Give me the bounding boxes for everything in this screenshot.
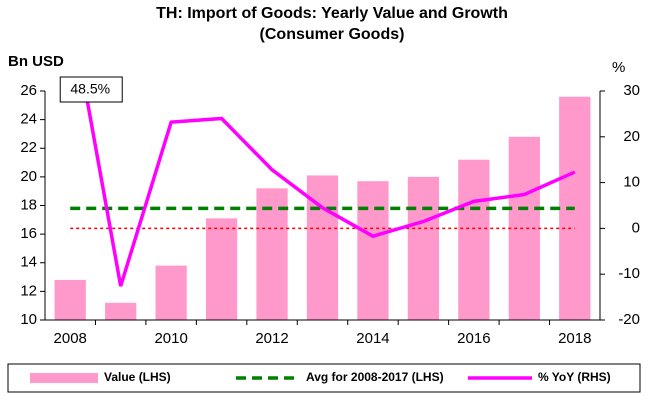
x-tick-label: 2012	[255, 330, 288, 347]
bar	[54, 279, 86, 320]
legend-label: Avg for 2008-2017 (LHS)	[306, 370, 444, 384]
chart-title: TH: Import of Goods: Yearly Value and Gr…	[156, 5, 508, 22]
x-tick-label: 2008	[54, 330, 87, 347]
bar	[407, 176, 440, 320]
y2-tick-label: 30	[623, 82, 640, 99]
y2-axis-label: %	[612, 59, 625, 76]
legend-swatch	[30, 373, 98, 383]
y-axis-label: Bn USD	[8, 53, 64, 70]
chart-subtitle: (Consumer Goods)	[260, 26, 405, 43]
bar	[306, 175, 339, 320]
x-tick-label: 2016	[457, 330, 490, 347]
y-tick-label: 16	[20, 225, 37, 242]
y-tick-label: 12	[20, 282, 37, 299]
x-tick-label: 2010	[154, 330, 187, 347]
x-tick-label: 2018	[558, 330, 591, 347]
bar	[205, 218, 238, 320]
y-tick-label: 26	[20, 82, 37, 99]
bar	[458, 159, 490, 320]
x-tick-label: 2014	[356, 330, 389, 347]
legend-label: Value (LHS)	[104, 370, 171, 384]
yoy-line	[83, 91, 576, 287]
bar	[508, 136, 540, 320]
y2-tick-label: 20	[623, 128, 640, 145]
yoy-group	[83, 91, 576, 287]
legend-box	[7, 363, 641, 393]
y2-tick-label: -20	[618, 311, 640, 328]
annotation-box	[59, 76, 123, 103]
data-label: 48.5%	[70, 81, 110, 97]
bar	[256, 188, 288, 320]
bar	[105, 302, 137, 320]
y-tick-label: 22	[20, 139, 37, 156]
y-tick-label: 18	[20, 196, 37, 213]
y2-tick-label: 10	[623, 174, 640, 191]
y-tick-label: 20	[20, 168, 37, 185]
y2-tick-label: 0	[632, 219, 640, 236]
y-tick-label: 14	[20, 254, 37, 271]
bar	[357, 181, 389, 320]
y-tick-label: 24	[20, 111, 37, 128]
bar	[155, 265, 187, 320]
y2-tick-label: -10	[618, 265, 640, 282]
legend-label: % YoY (RHS)	[538, 370, 611, 384]
y-tick-label: 10	[20, 311, 37, 328]
